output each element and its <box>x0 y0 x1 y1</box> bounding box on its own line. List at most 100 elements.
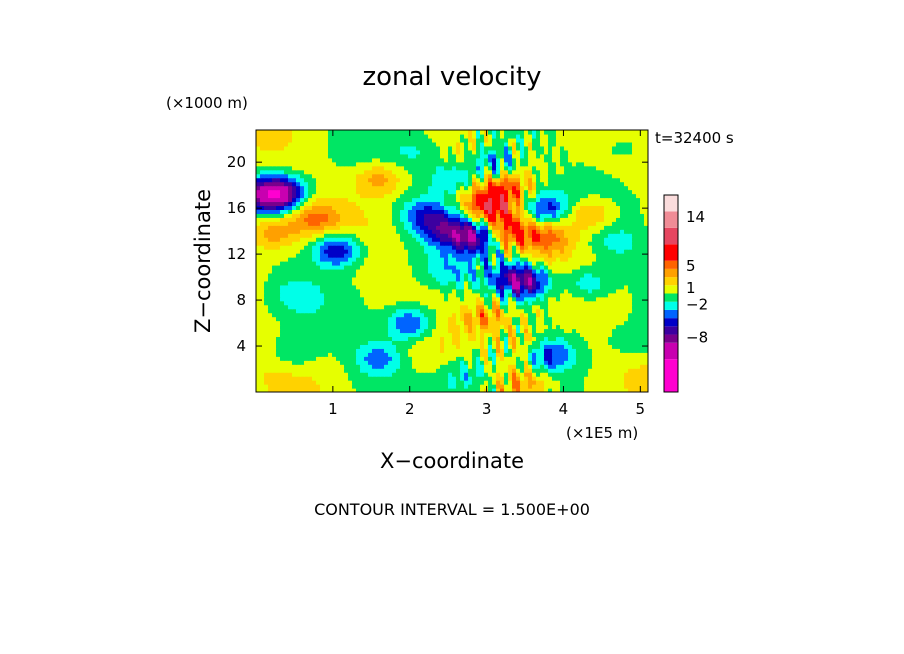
contour-cell <box>588 312 593 318</box>
contour-cell <box>500 384 505 389</box>
contour-cell <box>296 380 301 385</box>
contour-cell <box>444 320 449 326</box>
contour-cell <box>432 213 437 218</box>
contour-cell <box>292 356 297 361</box>
contour-cell <box>484 217 489 222</box>
contour-cell <box>596 368 601 373</box>
contour-cell <box>468 344 473 349</box>
contour-cell <box>544 272 549 278</box>
contour-cell <box>460 364 465 369</box>
contour-cell <box>448 197 453 203</box>
contour-cell <box>376 336 381 341</box>
contour-cell <box>640 348 645 353</box>
contour-cell <box>596 257 601 262</box>
contour-cell <box>464 237 469 242</box>
contour-cell <box>296 249 301 254</box>
contour-cell <box>600 284 605 290</box>
contour-cell <box>516 193 521 199</box>
contour-cell <box>396 312 401 318</box>
contour-cell <box>380 233 385 238</box>
contour-cell <box>520 372 525 377</box>
contour-cell <box>328 217 333 222</box>
contour-cell <box>292 332 297 338</box>
contour-cell <box>468 348 473 353</box>
contour-cell <box>604 292 609 298</box>
contour-cell <box>500 209 505 214</box>
contour-cell <box>608 272 613 278</box>
contour-cell <box>344 340 349 345</box>
contour-cell <box>288 284 293 290</box>
contour-cell <box>632 356 637 361</box>
contour-cell <box>468 300 473 306</box>
contour-cell <box>320 336 325 341</box>
contour-cell <box>460 253 465 258</box>
contour-cell <box>284 380 289 385</box>
contour-cell <box>364 261 369 266</box>
contour-cell <box>436 268 441 274</box>
contour-cell <box>292 241 297 246</box>
contour-cell <box>504 272 509 278</box>
contour-cell <box>524 201 529 207</box>
contour-cell <box>524 372 529 377</box>
contour-cell <box>292 280 297 286</box>
contour-cell <box>472 193 477 199</box>
contour-cell <box>412 237 417 242</box>
contour-cell <box>528 249 533 254</box>
contour-cell <box>528 284 533 290</box>
contour-cell <box>276 288 281 294</box>
contour-cell <box>504 201 509 207</box>
contour-cell <box>416 221 421 226</box>
contour-cell <box>380 193 385 199</box>
contour-cell <box>260 201 265 207</box>
contour-cell <box>572 221 577 226</box>
contour-cell <box>304 372 309 377</box>
contour-cell <box>600 380 605 385</box>
contour-cell <box>392 320 397 326</box>
contour-cell <box>500 292 505 298</box>
contour-cell <box>340 229 345 234</box>
contour-cell <box>560 209 565 214</box>
contour-cell <box>372 360 377 365</box>
contour-cell <box>320 380 325 385</box>
contour-cell <box>492 348 497 353</box>
contour-cell <box>288 237 293 242</box>
contour-cell <box>376 284 381 290</box>
contour-cell <box>520 209 525 214</box>
contour-cell <box>520 276 525 282</box>
contour-cell <box>312 249 317 254</box>
contour-cell <box>512 221 517 226</box>
contour-cell <box>612 376 617 381</box>
contour-cell <box>484 213 489 218</box>
contour-cell <box>416 209 421 214</box>
contour-cell <box>568 356 573 361</box>
contour-cell <box>576 253 581 258</box>
contour-cell <box>512 360 517 365</box>
contour-cell <box>412 300 417 306</box>
contour-cell <box>632 292 637 298</box>
contour-cell <box>608 280 613 286</box>
contour-cell <box>552 284 557 290</box>
contour-cell <box>264 292 269 298</box>
contour-cell <box>396 225 401 230</box>
contour-cell <box>600 268 605 274</box>
contour-cell <box>364 249 369 254</box>
contour-cell <box>300 261 305 266</box>
contour-cell <box>644 261 648 266</box>
contour-cell <box>600 272 605 278</box>
contour-cell <box>412 261 417 266</box>
contour-cell <box>588 245 593 250</box>
contour-cell <box>608 356 613 361</box>
contour-cell <box>520 272 525 278</box>
contour-cell <box>264 284 269 290</box>
contour-cell <box>388 292 393 298</box>
contour-cell <box>496 284 501 290</box>
contour-cell <box>588 300 593 306</box>
contour-cell <box>604 280 609 286</box>
contour-cell <box>612 284 617 290</box>
contour-cell <box>356 264 361 270</box>
contour-cell <box>632 213 637 218</box>
contour-cell <box>416 284 421 290</box>
contour-cell <box>308 233 313 238</box>
contour-cell <box>600 205 605 210</box>
contour-cell <box>476 340 481 345</box>
